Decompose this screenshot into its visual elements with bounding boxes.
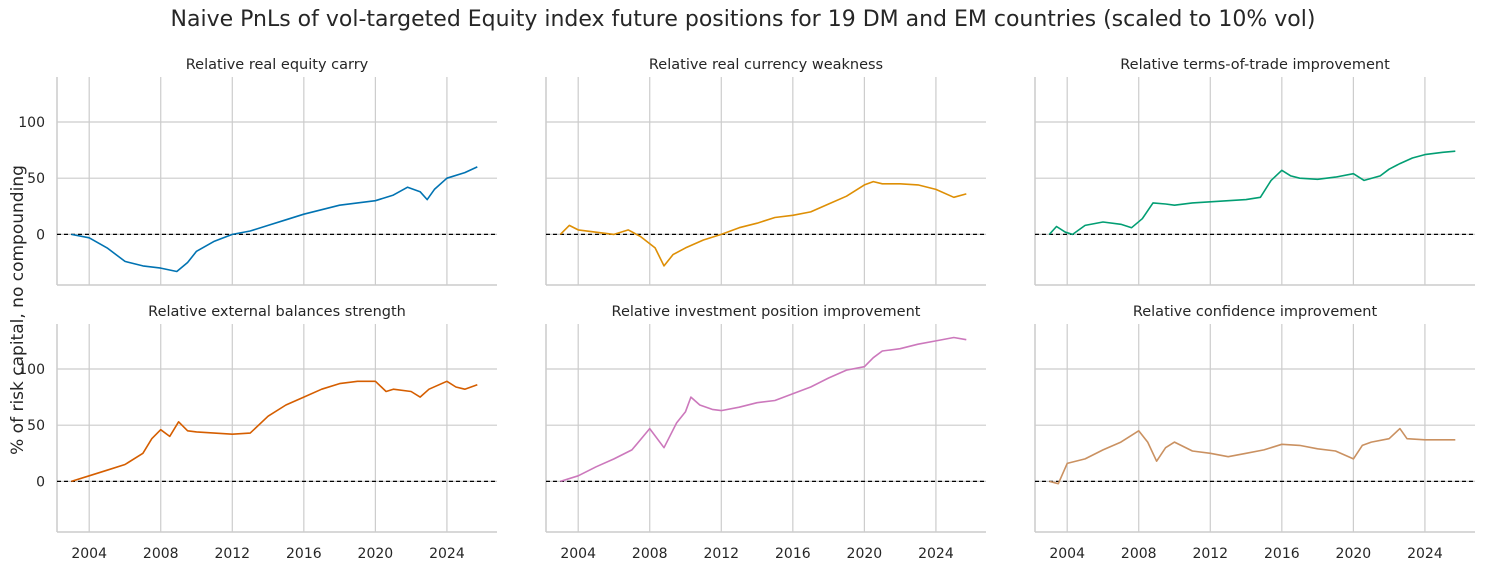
x-tick-label: 2016 bbox=[1264, 546, 1300, 562]
panel-5: Relative investment position improvement… bbox=[545, 304, 986, 562]
x-tick-label: 2016 bbox=[286, 546, 322, 562]
y-tick-label: 0 bbox=[36, 227, 45, 243]
x-tick-label: 2004 bbox=[1049, 546, 1085, 562]
series-line bbox=[71, 380, 478, 483]
y-tick-label: 100 bbox=[18, 362, 45, 378]
panel-title: Relative terms-of-trade improvement bbox=[1120, 57, 1390, 73]
y-tick-label: 50 bbox=[27, 418, 45, 434]
panel-title: Relative confidence improvement bbox=[1133, 304, 1378, 320]
x-tick-label: 2008 bbox=[1121, 546, 1157, 562]
chart-title: Naive PnLs of vol-targeted Equity index … bbox=[170, 7, 1316, 32]
panel-6: Relative confidence improvement 2004 2008 2… bbox=[1034, 304, 1475, 562]
panel-title: Relative investment position improvement bbox=[612, 304, 921, 320]
series-line bbox=[1049, 427, 1456, 485]
x-tick-label: 2024 bbox=[1407, 546, 1443, 562]
panel-1: Relative real equity carry 0 50 100 bbox=[18, 57, 497, 286]
x-tick-label: 2008 bbox=[143, 546, 179, 562]
series-line bbox=[1048, 150, 1456, 236]
x-tick-label: 2016 bbox=[775, 546, 811, 562]
panel-2: Relative real currency weakness bbox=[545, 57, 986, 286]
panel-4: Relative external balances strength 0 50 10… bbox=[18, 304, 497, 562]
x-tick-label: 2004 bbox=[560, 546, 596, 562]
x-tick-label: 2012 bbox=[214, 546, 250, 562]
x-tick-label: 2020 bbox=[847, 546, 883, 562]
x-tick-label: 2004 bbox=[71, 546, 107, 562]
x-tick-label: 2008 bbox=[632, 546, 668, 562]
x-tick-label: 2012 bbox=[703, 546, 739, 562]
panel-title: Relative real currency weakness bbox=[649, 57, 883, 73]
x-tick-label: 2024 bbox=[918, 546, 954, 562]
x-tick-label: 2012 bbox=[1192, 546, 1228, 562]
x-tick-label: 2024 bbox=[429, 546, 465, 562]
y-tick-label: 0 bbox=[36, 474, 45, 490]
y-tick-label: 100 bbox=[18, 115, 45, 131]
x-tick-label: 2020 bbox=[358, 546, 394, 562]
panel-title: Relative external balances strength bbox=[148, 304, 406, 320]
series-line bbox=[560, 336, 967, 483]
y-tick-label: 50 bbox=[27, 171, 45, 187]
panel-title: Relative real equity carry bbox=[186, 57, 369, 73]
panel-3: Relative terms-of-trade improvement bbox=[1034, 57, 1475, 286]
series-line bbox=[71, 166, 478, 273]
x-tick-label: 2020 bbox=[1336, 546, 1372, 562]
series-line bbox=[559, 180, 967, 267]
